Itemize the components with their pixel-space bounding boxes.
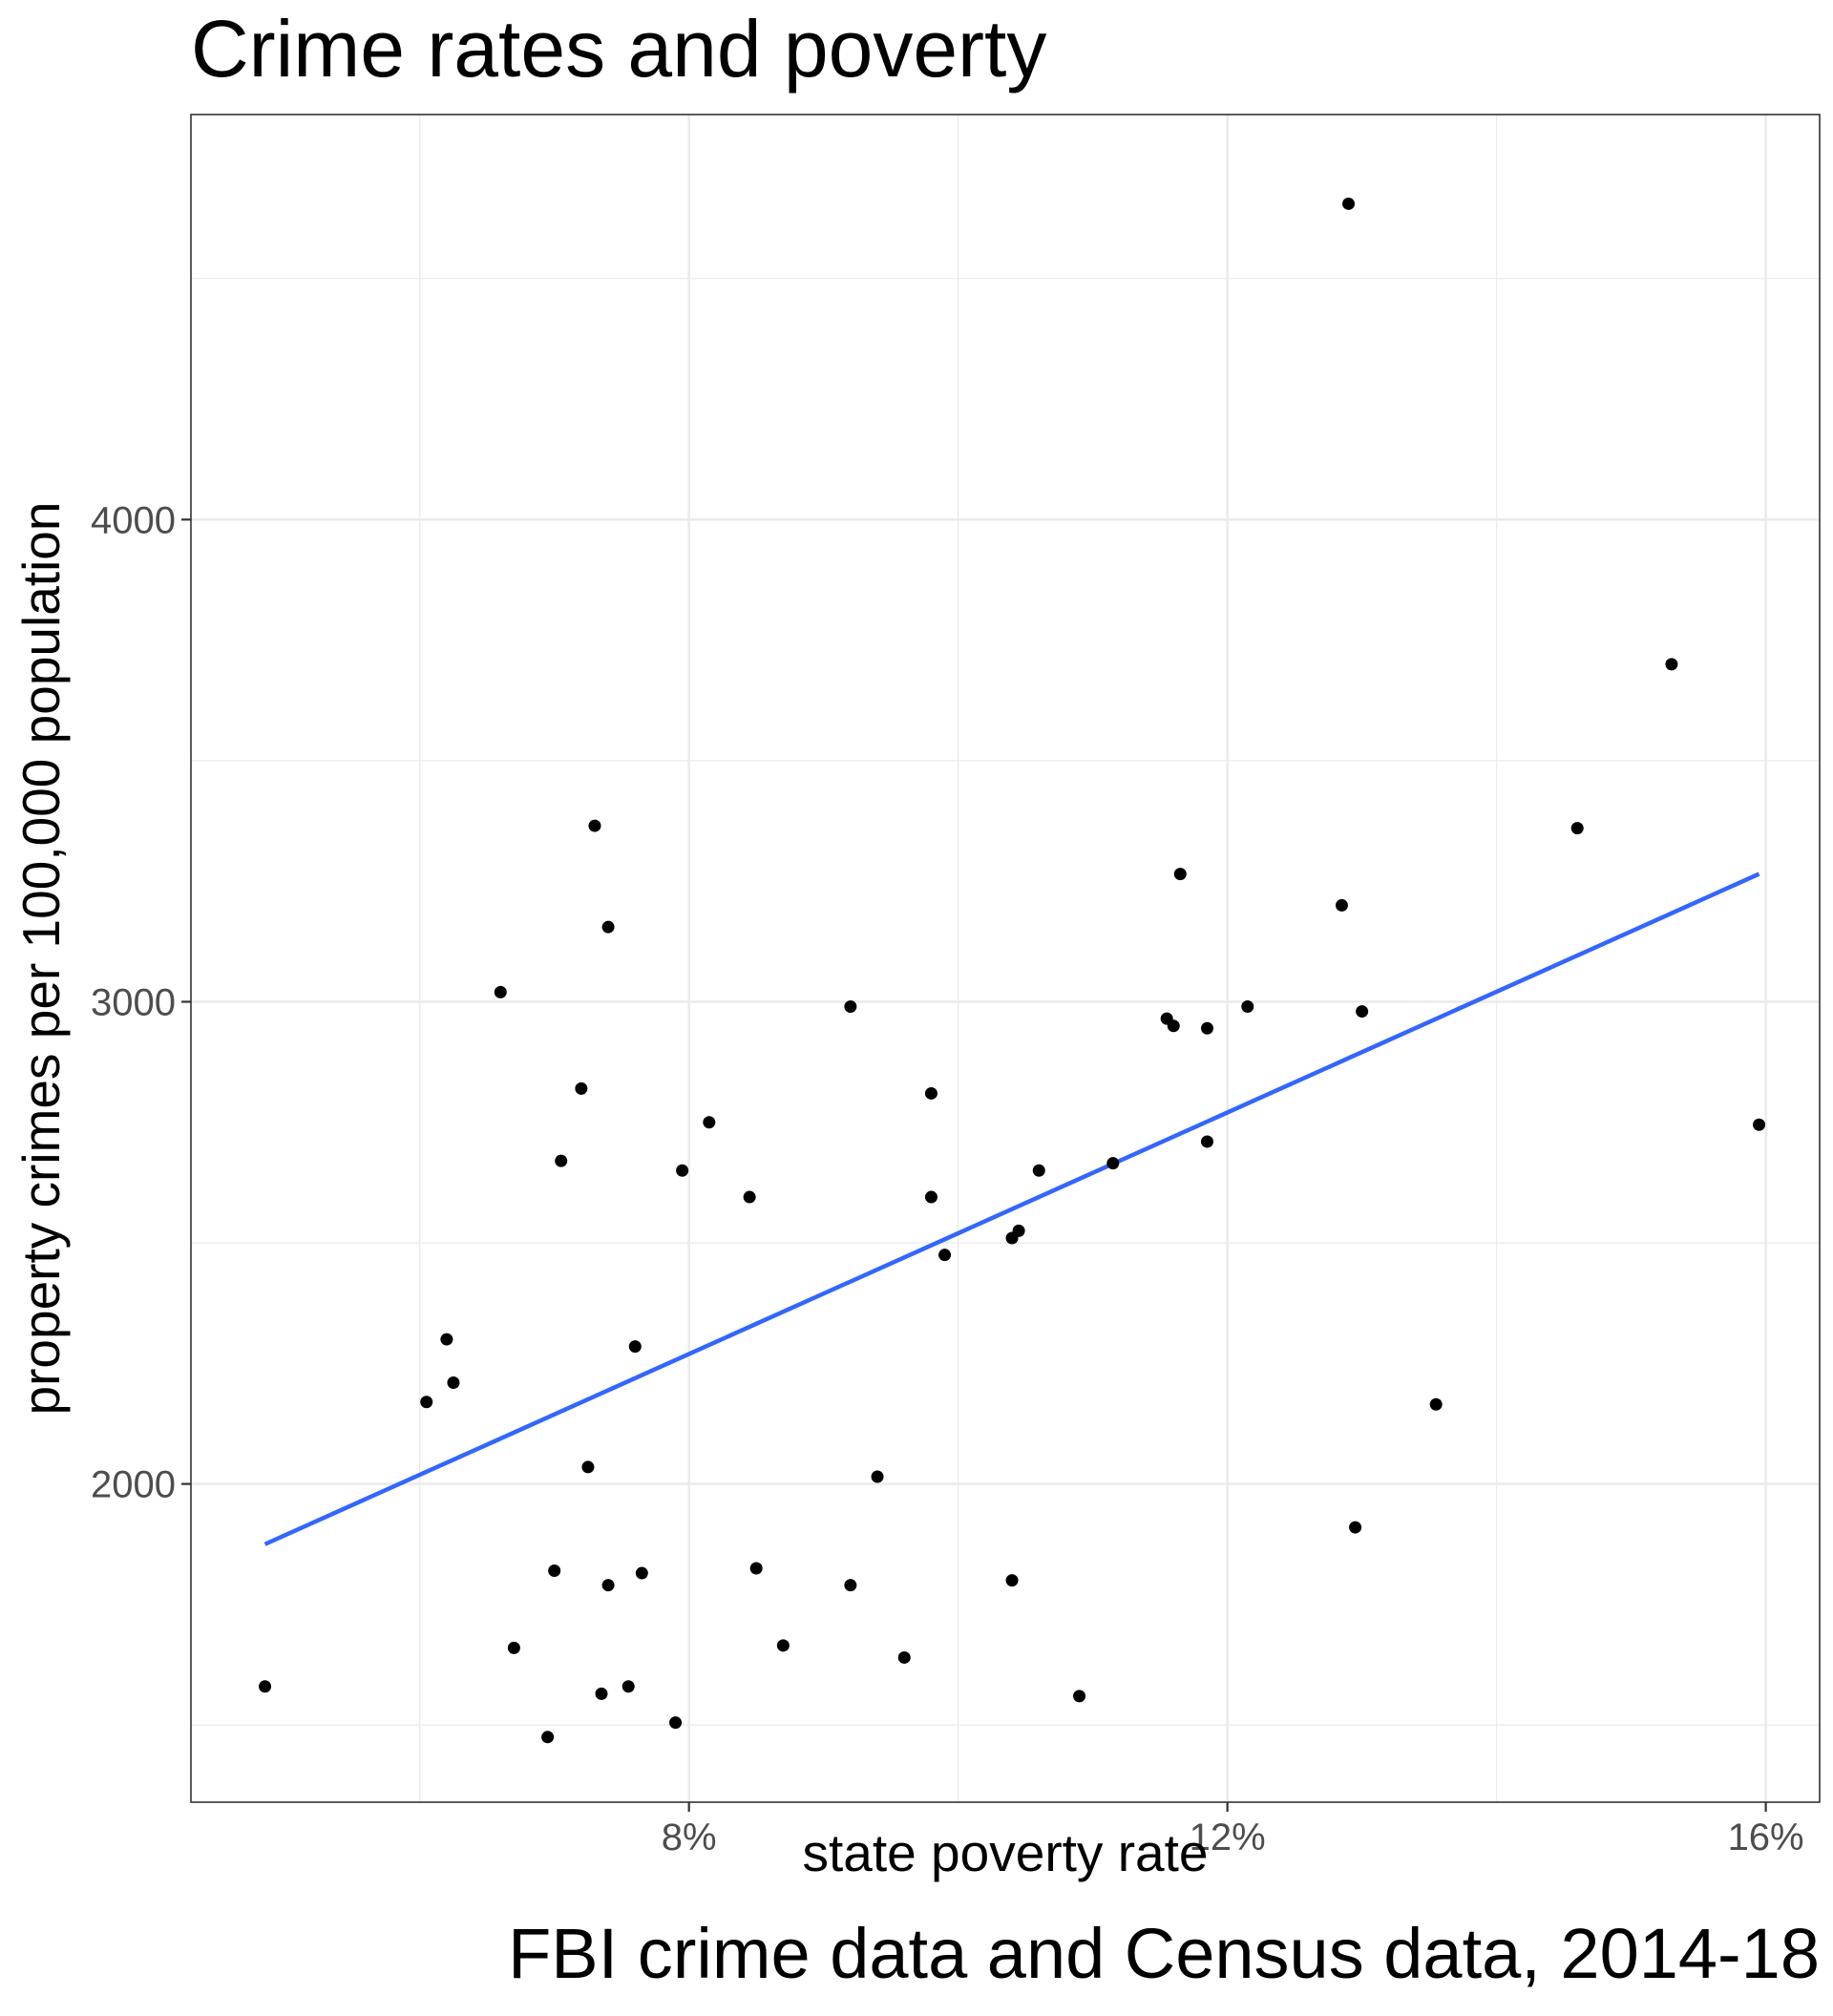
y-axis-title: property crimes per 100,000 population (11, 502, 71, 1416)
y-tick-label: 4000 (91, 499, 176, 541)
data-point (897, 1650, 911, 1664)
data-point (924, 1086, 938, 1100)
data-point (494, 985, 507, 998)
data-point (844, 1000, 857, 1014)
data-point (588, 819, 601, 832)
data-point (575, 1082, 588, 1095)
data-point (507, 1641, 520, 1654)
data-point (871, 1470, 884, 1483)
data-point (1073, 1690, 1086, 1703)
data-point (1429, 1397, 1443, 1411)
data-point (1173, 868, 1187, 881)
data-point (1570, 822, 1584, 835)
data-point (703, 1116, 716, 1129)
data-points (259, 197, 1766, 1744)
data-point (259, 1680, 272, 1693)
data-point (1753, 1118, 1766, 1131)
data-point (440, 1333, 453, 1346)
x-tick-label: 12% (1190, 1816, 1266, 1858)
data-point (1200, 1021, 1213, 1035)
data-point (1241, 1000, 1254, 1014)
data-point (1012, 1224, 1025, 1237)
data-point (669, 1716, 683, 1730)
data-point (548, 1564, 561, 1578)
grid-lines (191, 115, 1820, 1802)
data-point (1106, 1157, 1120, 1170)
x-tick-label: 8% (662, 1816, 717, 1858)
data-point (555, 1154, 568, 1167)
data-point (676, 1164, 689, 1177)
data-point (1200, 1135, 1213, 1148)
data-point (938, 1249, 952, 1262)
data-point (749, 1562, 763, 1575)
chart-title: Crime rates and poverty (191, 4, 1046, 94)
data-point (541, 1731, 555, 1744)
x-axis-title: state poverty rate (803, 1823, 1209, 1882)
data-point (1665, 658, 1678, 671)
data-point (1335, 898, 1348, 912)
data-point (1356, 1005, 1369, 1018)
data-point (1005, 1574, 1019, 1587)
data-point (743, 1190, 756, 1204)
y-tick-label: 2000 (91, 1464, 176, 1506)
data-point (420, 1396, 433, 1409)
data-point (1342, 197, 1356, 210)
data-point (924, 1190, 938, 1204)
data-point (1167, 1019, 1180, 1033)
data-point (1349, 1521, 1362, 1534)
trend-line-layer (263, 872, 1760, 1546)
x-axis: 8% 12% 16% (662, 1802, 1804, 1858)
data-point (447, 1376, 460, 1390)
data-point (601, 920, 615, 934)
trend-line (263, 872, 1760, 1546)
panel-border (190, 114, 1821, 1803)
y-tick-label: 3000 (91, 981, 176, 1023)
data-point (581, 1460, 595, 1474)
data-point (628, 1340, 642, 1354)
data-point (776, 1639, 790, 1652)
data-point (1032, 1164, 1045, 1177)
data-point (622, 1680, 635, 1693)
data-point (595, 1687, 608, 1700)
y-axis: 2000 3000 4000 (91, 499, 191, 1506)
panel-background (191, 115, 1820, 1802)
data-point (844, 1579, 857, 1592)
data-point (601, 1579, 615, 1592)
data-point (635, 1566, 648, 1580)
x-tick-label: 16% (1728, 1816, 1804, 1858)
chart-caption: FBI crime data and Census data, 2014-18 (508, 1914, 1820, 1993)
plot-panel (190, 114, 1821, 1803)
